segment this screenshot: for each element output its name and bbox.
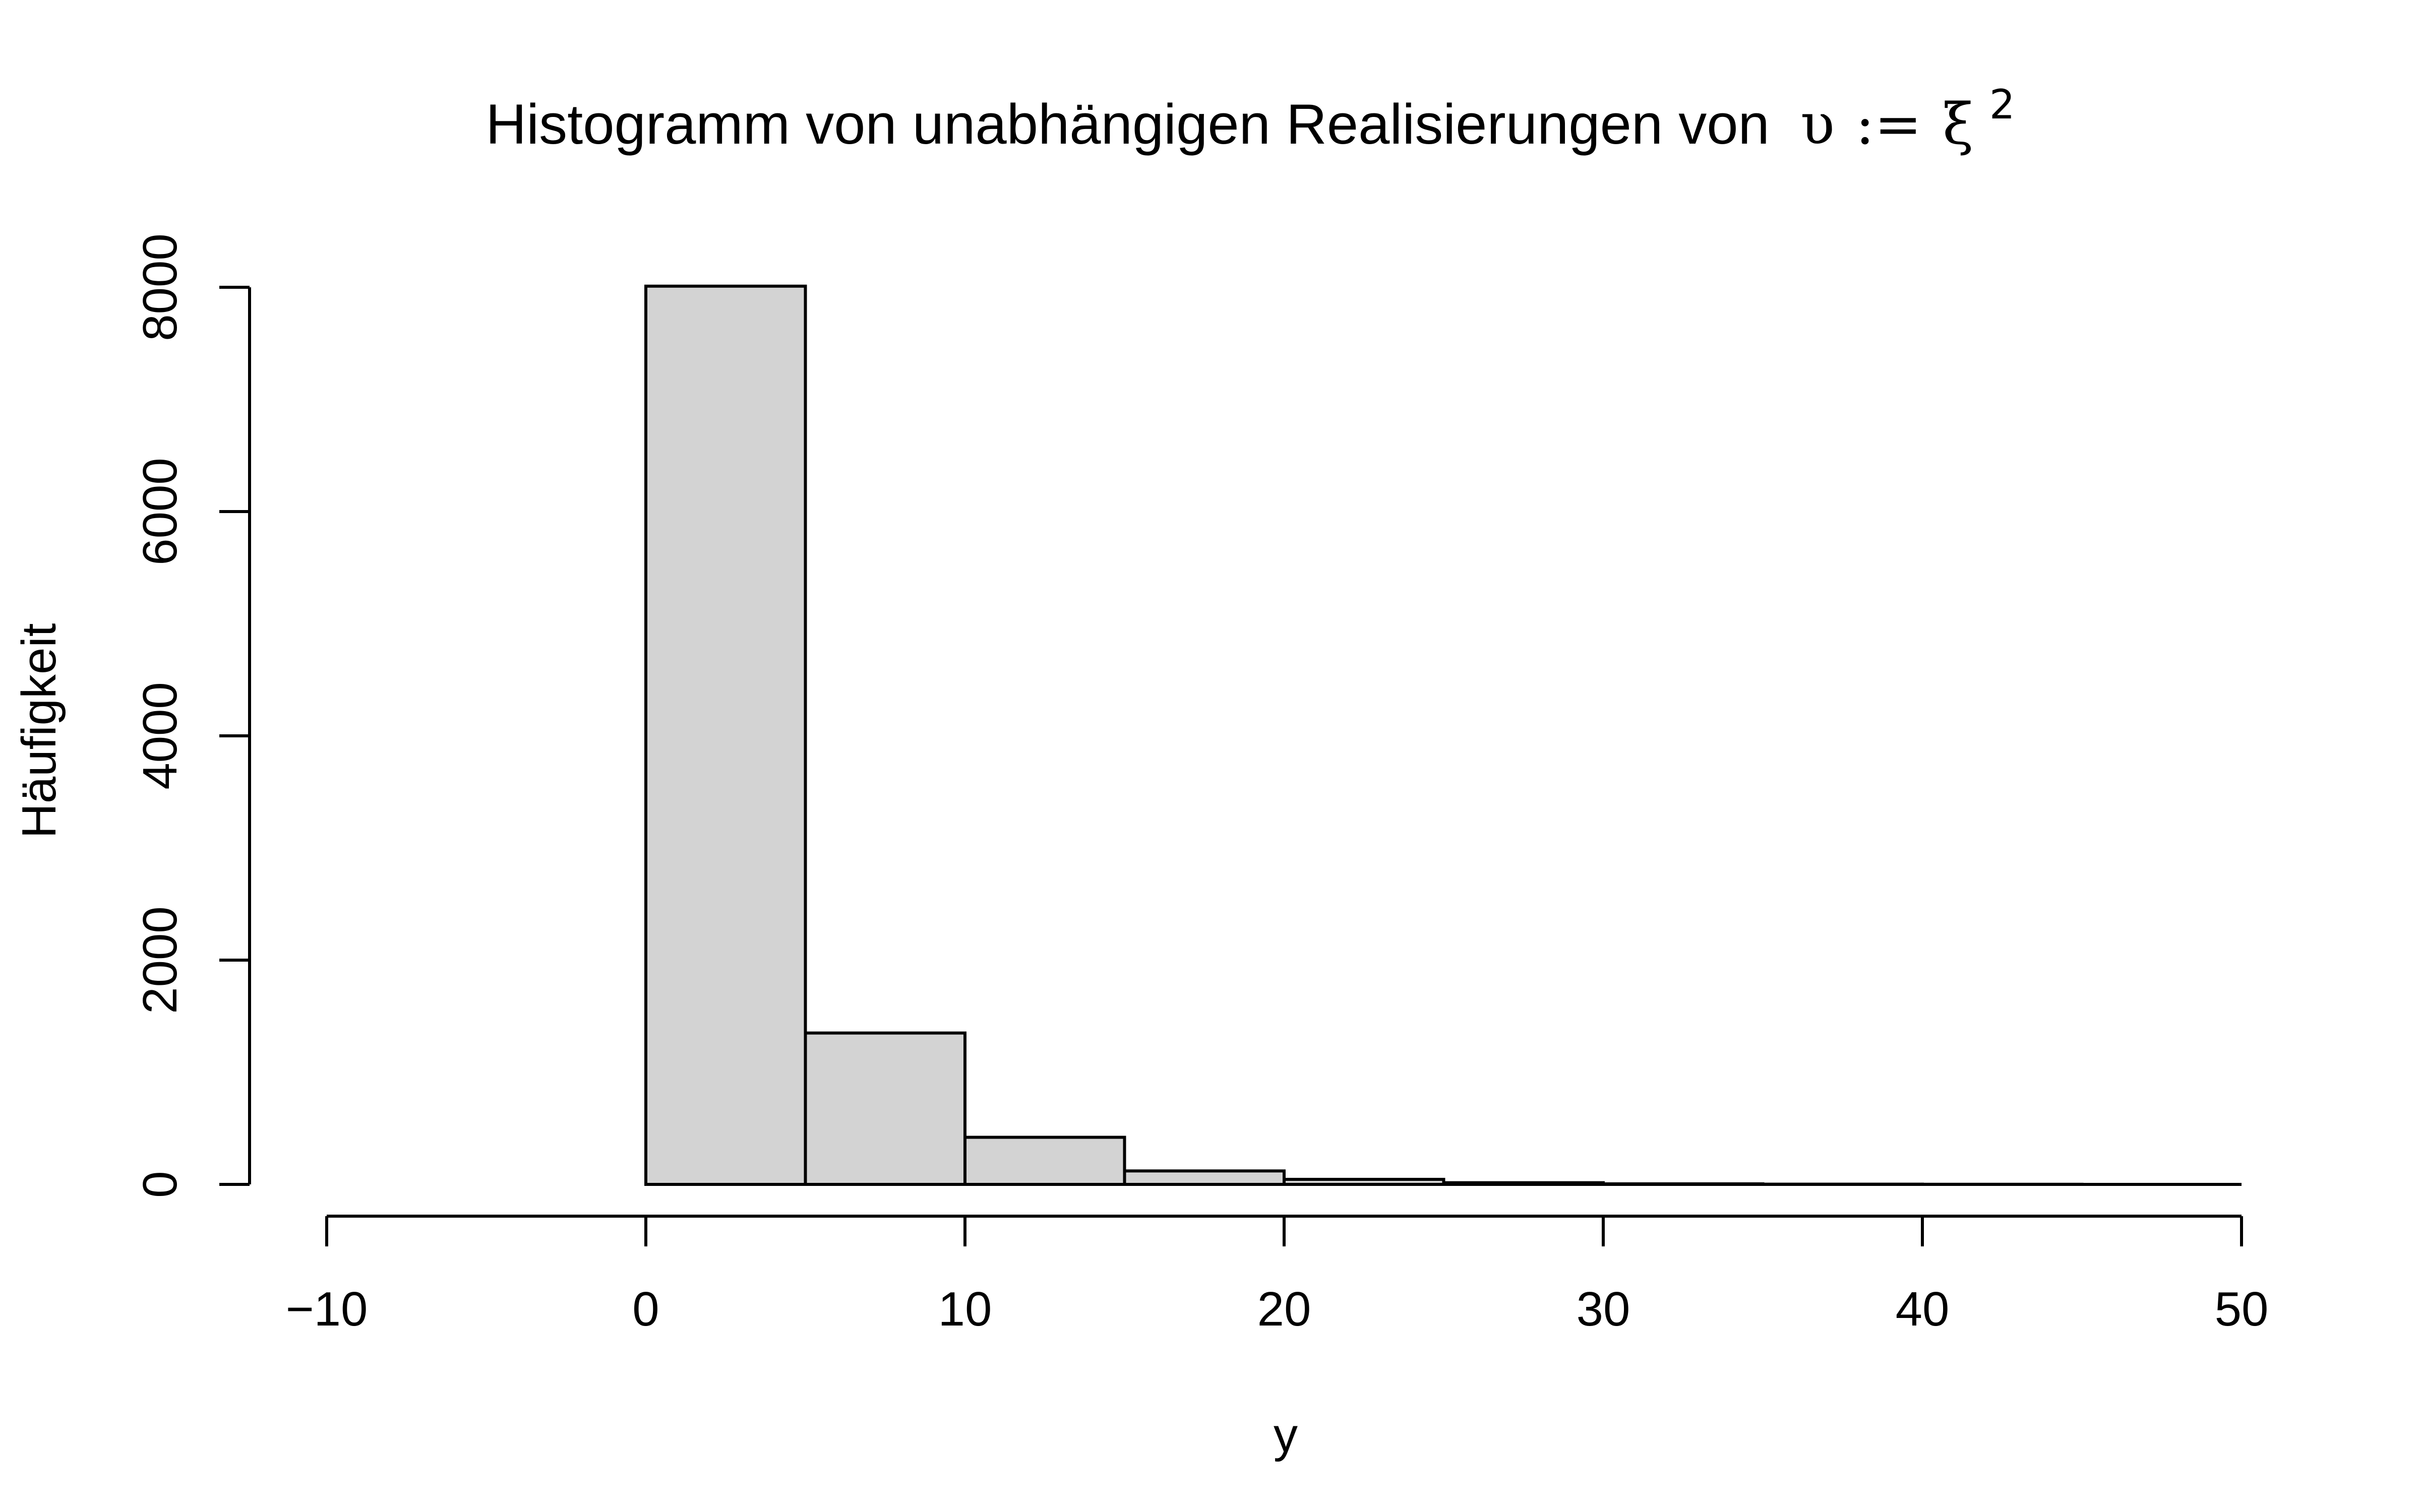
title-math-symbol: υ [1800,92,1835,157]
y-axis-label: Häufigkeit [12,623,66,839]
x-tick-label: 10 [938,1282,992,1336]
x-tick-label: 30 [1577,1282,1630,1336]
x-axis: −10 0 10 20 30 40 50 [286,1215,2269,1336]
y-axis: 0 2000 4000 6000 8000 [133,233,251,1198]
histogram-bar [804,1031,966,1186]
x-tick-label: 20 [1257,1282,1311,1336]
x-tick-label: −10 [286,1282,368,1336]
chart-title-text: Histogramm von unabhängigen Realisierung… [486,93,1769,156]
x-tick-label: 50 [2215,1282,2269,1336]
title-math-sup: 2 [1989,81,2015,128]
histogram-bar [963,1136,1126,1186]
y-tick-label: 4000 [133,682,187,790]
bars-group [644,284,2242,1186]
y-tick-label: 6000 [133,458,187,565]
y-tick-label: 8000 [133,233,187,341]
x-tick-label: 0 [632,1282,659,1336]
y-tick-label: 2000 [133,906,187,1014]
title-math-assign: := [1855,92,1922,157]
y-tick-label: 0 [133,1171,187,1198]
x-tick-label: 40 [1896,1282,1950,1336]
title-math-var: ξ [1943,92,1974,157]
chart-title: Histogramm von unabhängigen Realisierung… [486,81,2015,157]
histogram-bar [1123,1169,1286,1186]
x-axis-label: y [1274,1408,1298,1462]
histogram-bar [644,284,807,1186]
